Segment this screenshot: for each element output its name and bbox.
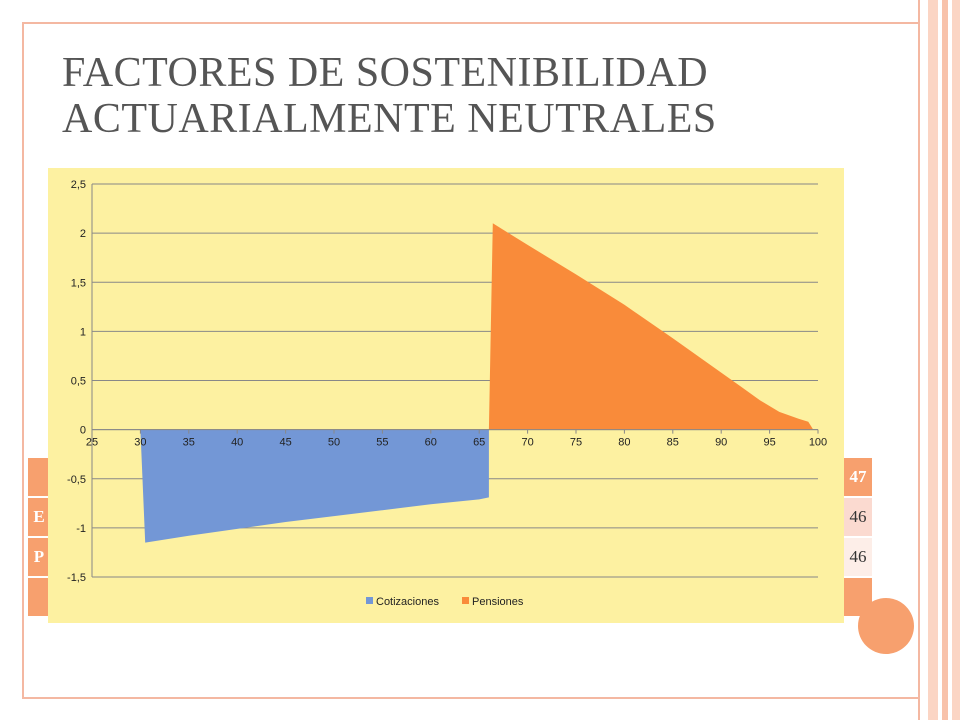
frame-top-line (22, 22, 920, 24)
x-tick-label: 30 (134, 437, 146, 449)
right-stripe-3 (942, 0, 948, 720)
series-area-cotizaciones (140, 429, 489, 543)
slide-title-line-1: FACTORES DE SOSTENIBILIDAD (62, 50, 709, 96)
x-tick-label: 100 (809, 437, 827, 449)
y-tick-label: -1 (76, 523, 86, 535)
x-tick-label: 25 (86, 437, 98, 449)
frame-bottom-line (22, 697, 920, 699)
series-area-pensiones (488, 223, 814, 430)
x-tick-label: 50 (328, 437, 340, 449)
y-tick-label: 1,5 (71, 277, 86, 289)
table-cell-right (844, 578, 872, 616)
right-stripe-4 (952, 0, 960, 720)
x-tick-label: 35 (183, 437, 195, 449)
y-tick-label: 1 (80, 326, 86, 338)
table-cell-right: 46 (849, 507, 867, 526)
y-tick-label: -0,5 (67, 474, 86, 486)
legend-label-cotizaciones: Cotizaciones (376, 596, 439, 608)
x-tick-label: 60 (425, 437, 437, 449)
y-tick-label: 2,5 (71, 179, 86, 191)
chart-panel: 2,5 2 1,5 1 0,5 0 -0,5 -1 -1,5 25 30 35 40 45 50 55 60 65… (48, 168, 844, 623)
y-tick-label: 0 (80, 425, 86, 437)
x-tick-label: 55 (376, 437, 388, 449)
table-cell-left: P (28, 538, 50, 576)
x-tick-label: 75 (570, 437, 582, 449)
right-stripe-1 (918, 0, 920, 720)
x-tick-label: 65 (473, 437, 485, 449)
legend-swatch-pensiones (462, 597, 469, 604)
x-tick-label: 45 (279, 437, 291, 449)
right-stripe-2 (928, 0, 938, 720)
slide-title-line-2: ACTUARIALMENTE NEUTRALES (62, 96, 717, 142)
legend-label-pensiones: Pensiones (472, 596, 524, 608)
frame-left-line (22, 22, 24, 698)
table-cell-left (28, 578, 50, 616)
x-tick-label: 95 (763, 437, 775, 449)
x-tick-label: 80 (618, 437, 630, 449)
legend-swatch-cotizaciones (366, 597, 373, 604)
table-cell-right: 47 (849, 467, 867, 486)
y-tick-label: -1,5 (67, 572, 86, 584)
table-cell-left (28, 458, 50, 496)
slide-title: FACTORES DE SOSTENIBILIDAD ACTUARIALMENT… (62, 50, 842, 142)
y-tick-label: 2 (80, 228, 86, 240)
area-chart: 2,5 2 1,5 1 0,5 0 -0,5 -1 -1,5 25 30 35 40 45 50 55 60 65… (67, 179, 827, 608)
x-tick-label: 90 (715, 437, 727, 449)
y-tick-label: 0,5 (71, 376, 86, 388)
table-cell-right: 46 (849, 547, 867, 566)
table-cell-left: E (28, 498, 50, 536)
x-tick-label: 40 (231, 437, 243, 449)
x-tick-label: 85 (667, 437, 679, 449)
x-tick-label: 70 (521, 437, 533, 449)
